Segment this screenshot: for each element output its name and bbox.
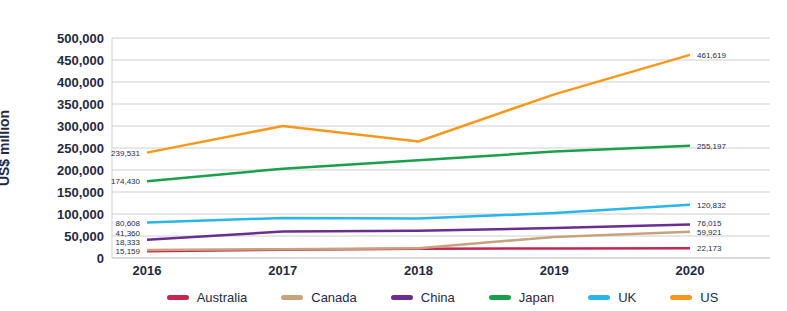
- svg-text:100,000: 100,000: [57, 207, 104, 222]
- svg-text:255,197: 255,197: [697, 142, 726, 151]
- svg-text:15,159: 15,159: [116, 247, 141, 256]
- svg-text:450,000: 450,000: [57, 53, 104, 68]
- html-text:China: China: [420, 289, 455, 305]
- svg-text:2019: 2019: [540, 263, 569, 278]
- svg-text:22,173: 22,173: [697, 244, 722, 253]
- svg-text:59,921: 59,921: [697, 228, 722, 237]
- svg-text:150,000: 150,000: [57, 185, 104, 200]
- svg-text:461,619: 461,619: [697, 51, 726, 60]
- svg-text:120,832: 120,832: [697, 201, 726, 210]
- svg-text:300,000: 300,000: [57, 119, 104, 134]
- html-text:Japan: Japan: [518, 289, 555, 305]
- html-text:Australia: Australia: [196, 289, 248, 305]
- svg-text:0: 0: [97, 251, 104, 266]
- html-text:UK: UK: [618, 289, 637, 305]
- svg-text:400,000: 400,000: [57, 75, 104, 90]
- svg-text:76,015: 76,015: [697, 219, 722, 228]
- svg-text:239,531: 239,531: [111, 149, 140, 158]
- svg-text:50,000: 50,000: [64, 229, 104, 244]
- svg-text:2017: 2017: [268, 263, 297, 278]
- html-text:Canada: Canada: [311, 289, 357, 305]
- svg-text:350,000: 350,000: [57, 97, 104, 112]
- svg-text:200,000: 200,000: [57, 163, 104, 178]
- svg-text:18,333: 18,333: [116, 238, 141, 247]
- svg-text:US$ million: US$ million: [8, 110, 12, 186]
- svg-text:2018: 2018: [404, 263, 433, 278]
- html-text:US: US: [700, 289, 719, 305]
- svg-text:2016: 2016: [133, 263, 162, 278]
- svg-text:500,000: 500,000: [57, 31, 104, 46]
- svg-text:2020: 2020: [676, 263, 705, 278]
- svg-text:80,608: 80,608: [116, 219, 141, 228]
- svg-text:250,000: 250,000: [57, 141, 104, 156]
- svg-text:174,430: 174,430: [111, 177, 140, 186]
- svg-text:41,360: 41,360: [116, 229, 141, 238]
